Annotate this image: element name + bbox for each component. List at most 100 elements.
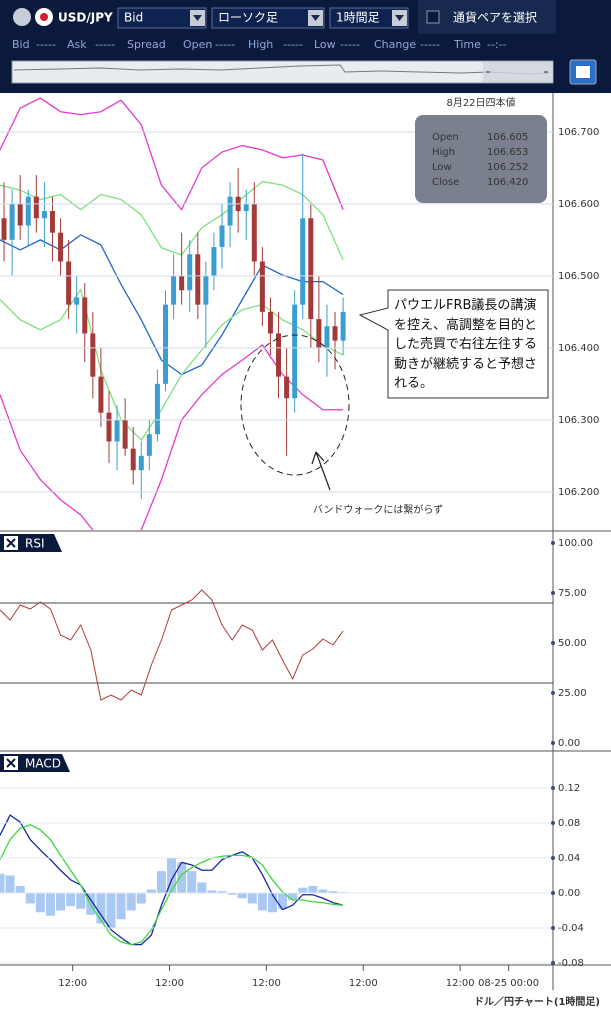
pair-select-panel — [418, 0, 556, 34]
histogram-bar — [126, 892, 136, 911]
tick-mark — [551, 820, 555, 825]
y-tick-label: 25.00 — [558, 688, 587, 699]
histogram-bar — [237, 892, 247, 899]
flag-jp-dot — [40, 13, 48, 21]
pair-name[interactable]: USD/JPY — [58, 11, 113, 25]
candle-body — [219, 225, 225, 248]
tick-mark — [551, 925, 555, 930]
candle-body — [171, 275, 177, 305]
ohlc-label: High — [432, 147, 455, 158]
bollinger-band — [0, 287, 344, 442]
y-tick-label: 100.00 — [558, 538, 593, 549]
candle-body — [332, 326, 338, 341]
close-icon — [6, 538, 16, 548]
y-tick-label: 106.700 — [558, 127, 599, 138]
candle-body — [195, 254, 201, 305]
y-tick-label: -0.04 — [558, 923, 584, 934]
y-tick-label: 106.500 — [558, 271, 599, 282]
indicator-line — [0, 824, 344, 946]
macd-title: MACD — [25, 757, 61, 771]
candle-body — [122, 419, 128, 449]
candle-body — [340, 311, 346, 341]
price-type-select[interactable] — [117, 7, 207, 29]
histogram-bar — [298, 887, 308, 893]
candle-body — [162, 304, 168, 384]
candle-body — [308, 218, 314, 320]
footer-title: ドル／円チャート(1時間足) — [474, 995, 600, 1008]
x-tick-label: 12:00 — [446, 978, 475, 989]
quote-label: Spread — [127, 38, 166, 51]
histogram-bar — [25, 892, 35, 904]
interval-select[interactable] — [329, 7, 409, 29]
y-tick-label: 106.600 — [558, 199, 599, 210]
candle-body — [33, 196, 39, 219]
quote-value: ----- — [95, 38, 115, 51]
tick-mark — [551, 741, 555, 745]
candle-body — [98, 376, 104, 413]
chart-type: ローソク足 — [218, 11, 278, 25]
candle-body — [146, 434, 152, 456]
x-tick-label: 12:00 — [58, 978, 87, 989]
candle-body — [300, 218, 306, 305]
ohlc-label: Low — [432, 162, 452, 173]
navigator[interactable] — [11, 60, 554, 84]
tick-mark — [551, 591, 555, 595]
highlight-ellipse — [240, 334, 350, 476]
quote-label: Low — [314, 38, 336, 51]
histogram-bar — [96, 892, 106, 924]
histogram-bar — [187, 871, 197, 893]
indicator-line — [0, 814, 344, 946]
pair-select-label[interactable]: 通貨ペアを選択 — [453, 10, 537, 25]
macd-plot — [0, 814, 553, 946]
candle-body — [316, 319, 322, 348]
histogram-bar — [15, 885, 25, 893]
callout-box — [358, 289, 549, 399]
quote-value: ----- — [283, 38, 303, 51]
bollinger-band — [0, 180, 344, 261]
histogram-bar — [227, 892, 237, 895]
quote-label: High — [248, 38, 273, 51]
histogram-bar — [76, 892, 86, 909]
rsi-plot — [0, 589, 553, 701]
histogram-bar — [278, 892, 288, 909]
candle-body — [82, 297, 88, 334]
price-type: Bid — [124, 11, 143, 25]
bollinger-band — [0, 97, 344, 211]
candle-body — [259, 261, 265, 312]
quote-value: --:-- — [487, 38, 507, 51]
y-tick-label: 106.300 — [558, 415, 599, 426]
candle-body — [1, 218, 7, 240]
navigator-line — [13, 64, 551, 75]
pair-select-checkbox[interactable] — [426, 10, 440, 24]
y-tick-label: 75.00 — [558, 588, 587, 599]
candle-body — [324, 326, 330, 348]
candle-body — [17, 203, 23, 226]
y-tick-label: 0.04 — [558, 853, 580, 864]
x-tick-label: 12:00 — [349, 978, 378, 989]
navigator-handle[interactable] — [483, 62, 553, 82]
y-tick-label: 50.00 — [558, 638, 587, 649]
y-tick-label: -0.08 — [558, 958, 584, 969]
chart-type-select[interactable] — [211, 7, 325, 29]
histogram-bar — [66, 892, 76, 907]
ohlc-value: 106.653 — [487, 147, 528, 158]
axes: 106.200 106.300 106.400 106.500 106.600 106.7… — [0, 127, 599, 989]
quote-label: Bid — [12, 38, 30, 51]
candle-body — [49, 211, 55, 233]
note-text: バンドウォークには繋がらず — [313, 503, 443, 516]
histogram-bar — [257, 892, 267, 911]
candle-body — [203, 275, 209, 305]
histogram-bar — [318, 889, 328, 893]
candle-body — [187, 254, 193, 291]
histogram-bar — [0, 873, 5, 893]
histogram-bar — [35, 892, 45, 913]
y-tick-label: 0.12 — [558, 783, 580, 794]
histogram-bar — [197, 882, 207, 893]
histogram-bar — [217, 891, 227, 893]
histogram-bar — [288, 892, 298, 900]
quote-label: Change — [374, 38, 416, 51]
candle-body — [227, 196, 233, 226]
ohlc-date: 8月22日四本値 — [446, 96, 515, 109]
